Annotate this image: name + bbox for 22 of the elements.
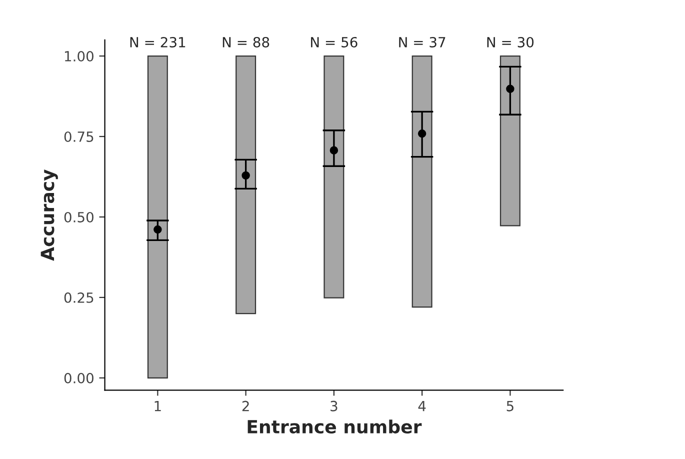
y-tick-label: 0.00: [64, 372, 94, 384]
point: [506, 84, 514, 93]
annotation: N = 30: [487, 36, 534, 48]
y-tick-label: 0.50: [64, 212, 94, 222]
y-axis-title: Accuracy: [40, 169, 58, 261]
x-tick-label: 2: [242, 400, 249, 412]
annotation: N = 37: [399, 36, 446, 48]
x-axis-title: Entrance number: [248, 420, 422, 434]
y-tick-label: 0.75: [64, 131, 94, 142]
annotation: N = 231: [130, 36, 186, 48]
x-tick-label: 4: [418, 400, 426, 412]
point: [418, 129, 426, 138]
x-tick-label: 3: [330, 400, 338, 412]
annotation: N = 56: [311, 36, 358, 48]
x-tick-label: 1: [154, 400, 161, 412]
annotation: N = 88: [222, 36, 270, 48]
point: [330, 146, 338, 154]
point: [242, 171, 250, 180]
y-tick-label: 1.00: [64, 50, 94, 62]
point: [154, 225, 162, 234]
x-tick-label: 5: [506, 400, 514, 412]
y-tick-label: 0.25: [64, 292, 94, 303]
